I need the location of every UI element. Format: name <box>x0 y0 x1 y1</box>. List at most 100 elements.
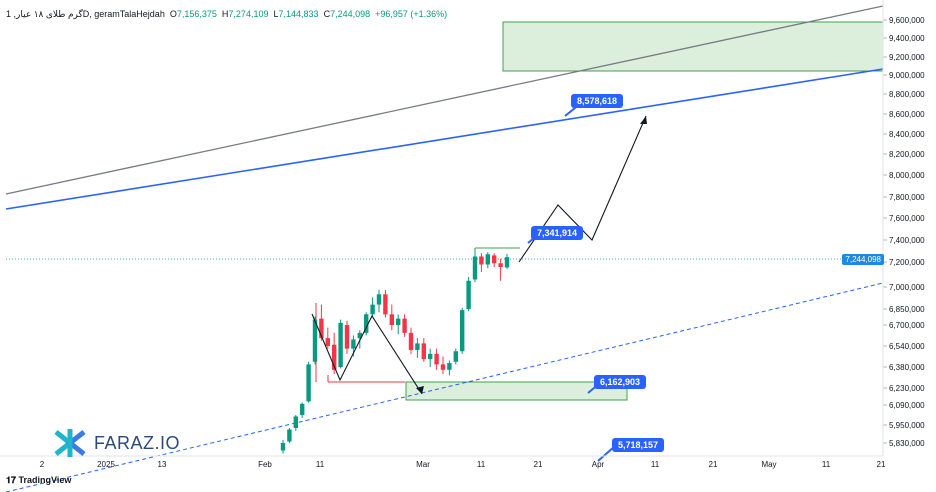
projection-path[interactable] <box>518 115 647 263</box>
target-callout[interactable]: 8,578,618 <box>571 94 624 108</box>
candle-body[interactable] <box>312 319 318 362</box>
candle-body[interactable] <box>485 254 490 265</box>
y-tick-label: 6,090,000 <box>889 401 925 410</box>
x-tick-label: Apr <box>592 460 605 469</box>
candle-body[interactable] <box>415 343 420 350</box>
change-value: +96,957 (+1.36%) <box>375 9 448 19</box>
y-tick-label: 8,400,000 <box>889 130 925 139</box>
upper-channel-line[interactable] <box>5 5 884 195</box>
tradingview-label: TradingView <box>18 475 72 485</box>
current-price-tag: 7,244,098 <box>842 254 884 265</box>
high-value: 7,274,109 <box>228 9 269 19</box>
candle-body[interactable] <box>498 263 503 267</box>
candle-body[interactable] <box>357 332 362 339</box>
x-axis[interactable]: 2 2025 13 Feb 11 Mar 11 21 Apr 11 21 May 11 21 <box>0 455 886 469</box>
y-tick-label: 8,600,000 <box>889 110 925 119</box>
x-tick-label: 11 <box>316 460 325 469</box>
close-value: 7,244,098 <box>330 9 371 19</box>
open-value: 7,156,375 <box>176 9 217 19</box>
support-zone[interactable] <box>405 381 628 401</box>
candle-body[interactable] <box>325 338 330 346</box>
y-tick-label: 6,850,000 <box>889 305 925 314</box>
candle-body[interactable] <box>428 353 433 360</box>
candle-body[interactable] <box>460 310 465 352</box>
candle-body[interactable] <box>280 443 286 451</box>
low-target-callout[interactable]: 5,718,157 <box>612 438 665 452</box>
x-tick-label: 11 <box>477 460 486 469</box>
x-tick-label: 11 <box>822 460 831 469</box>
x-tick-label: 2 <box>40 460 45 469</box>
candle-body[interactable] <box>402 318 407 333</box>
x-tick-label: 21 <box>877 460 886 469</box>
candle-body[interactable] <box>479 256 484 265</box>
candle-body[interactable] <box>492 255 497 264</box>
arrow-head-1 <box>416 386 424 394</box>
y-tick-label: 6,700,000 <box>889 321 925 330</box>
candle-body[interactable] <box>389 314 394 325</box>
y-tick-label: 7,000,000 <box>889 283 925 292</box>
faraz-logo-icon <box>54 429 86 457</box>
tradingview-icon: 𝟏𝟕 <box>6 475 19 485</box>
support-callout[interactable]: 6,162,903 <box>594 375 647 389</box>
candle-body[interactable] <box>300 403 305 415</box>
zigzag-path-1[interactable] <box>311 313 423 395</box>
symbol-label: گرم طلای ۱۸ عیار, 1D, geramTalaHejdah <box>6 9 165 19</box>
candle-body[interactable] <box>370 304 375 315</box>
x-tick-label: 13 <box>158 460 167 469</box>
x-tick-label: Feb <box>258 460 272 469</box>
faraz-logo: FARAZ.IO <box>52 428 180 458</box>
candle-body[interactable] <box>351 339 356 349</box>
candle-body[interactable] <box>472 256 478 280</box>
y-tick-label: 7,400,000 <box>889 236 925 245</box>
y-tick-label: 5,830,000 <box>889 439 925 448</box>
candle-body[interactable] <box>332 344 337 370</box>
y-tick-label: 8,800,000 <box>889 90 925 99</box>
candle-body[interactable] <box>376 294 382 305</box>
candle-body[interactable] <box>447 363 452 370</box>
y-tick-label: 7,200,000 <box>889 258 925 267</box>
y-tick-label: 6,380,000 <box>889 363 925 372</box>
arrow-head-2 <box>640 116 647 124</box>
y-tick-label: 9,200,000 <box>889 53 925 62</box>
candle-body[interactable] <box>396 318 401 325</box>
candle-body[interactable] <box>421 343 426 360</box>
high-label: H <box>221 9 229 19</box>
y-tick-label: 9,000,000 <box>889 71 925 80</box>
candles <box>280 248 510 454</box>
blue-trend-line[interactable] <box>5 68 884 210</box>
candle-body[interactable] <box>466 280 471 309</box>
x-tick-label: May <box>761 460 776 469</box>
close-label: C <box>323 9 331 19</box>
x-tick-label: 21 <box>534 460 543 469</box>
candle-body[interactable] <box>440 364 446 370</box>
candle-body[interactable] <box>504 257 510 268</box>
x-tick-label: Mar <box>416 460 430 469</box>
candle-body[interactable] <box>364 314 369 333</box>
x-tick-label: 21 <box>709 460 718 469</box>
candle-body[interactable] <box>287 429 292 442</box>
candle-body[interactable] <box>383 294 388 315</box>
y-tick-label: 9,400,000 <box>889 34 925 43</box>
x-tick-label: 2025 <box>97 460 115 469</box>
candle-body[interactable] <box>453 351 458 362</box>
lower-dashed-trend[interactable] <box>5 282 884 492</box>
low-value: 7,144,833 <box>278 9 319 19</box>
y-axis[interactable]: 9,600,000 9,400,000 9,200,000 9,000,000 8,80… <box>882 0 925 456</box>
candle-body[interactable] <box>338 322 343 367</box>
low-label: L <box>273 9 279 19</box>
candle-body[interactable] <box>344 325 350 349</box>
candle-body[interactable] <box>293 416 298 428</box>
y-tick-label: 5,950,000 <box>889 421 925 430</box>
logo-text: FARAZ.IO <box>94 432 181 453</box>
y-tick-label: 9,600,000 <box>889 16 925 25</box>
candle-body[interactable] <box>306 364 311 402</box>
chart-legend: گرم طلای ۱۸ عیار, 1D, geramTalaHejdah O7… <box>6 9 447 20</box>
resistance-callout[interactable]: 7,341,914 <box>531 226 584 240</box>
candle-body[interactable] <box>408 332 414 350</box>
x-tick-label: 11 <box>651 460 660 469</box>
y-tick-label: 7,800,000 <box>889 193 925 202</box>
candle-body[interactable] <box>319 318 324 339</box>
candle-body[interactable] <box>434 353 439 365</box>
y-tick-label: 8,000,000 <box>889 171 925 180</box>
